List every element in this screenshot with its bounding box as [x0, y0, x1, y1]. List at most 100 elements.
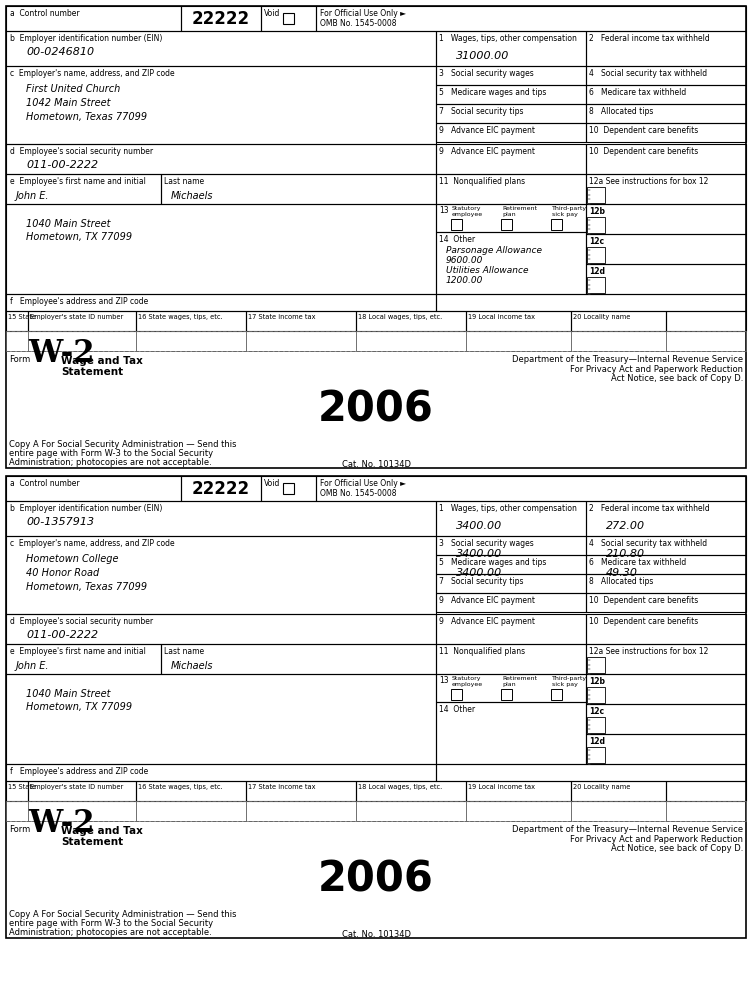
Text: 00-1357913: 00-1357913 [26, 517, 94, 527]
Text: Void: Void [264, 479, 280, 488]
Text: Act Notice, see back of Copy D.: Act Notice, see back of Copy D. [611, 374, 743, 383]
Bar [587, 687, 605, 703]
Bar [466, 311, 571, 331]
Bar [136, 311, 246, 331]
Bar [666, 311, 746, 331]
Text: 11  Nonqualified plans: 11 Nonqualified plans [439, 647, 525, 656]
Bar [28, 331, 136, 351]
Text: f   Employee's address and ZIP code: f Employee's address and ZIP code [10, 767, 148, 776]
Text: 3   Social security wages: 3 Social security wages [439, 539, 534, 548]
Text: Department of the Treasury—Internal Revenue Service: Department of the Treasury—Internal Reve… [512, 355, 743, 364]
Bar [6, 294, 436, 311]
Bar [316, 476, 746, 501]
Bar [6, 311, 28, 331]
Text: 272.00: 272.00 [606, 521, 645, 531]
Text: Cat. No. 10134D: Cat. No. 10134D [341, 460, 411, 469]
Text: 9   Advance EIC payment: 9 Advance EIC payment [439, 147, 535, 156]
Text: Form: Form [9, 825, 30, 834]
Bar [586, 123, 746, 142]
Text: 9   Advance EIC payment: 9 Advance EIC payment [439, 596, 535, 605]
Bar [436, 144, 586, 174]
Bar [356, 801, 466, 821]
Text: Copy A For Social Security Administration — Send this: Copy A For Social Security Administratio… [9, 440, 236, 449]
Bar [586, 614, 746, 644]
Bar [586, 536, 746, 555]
Text: a  Control number: a Control number [10, 479, 80, 488]
Text: 18 Local wages, tips, etc.: 18 Local wages, tips, etc. [358, 784, 442, 790]
Text: Statement: Statement [61, 837, 123, 847]
Bar [436, 85, 586, 104]
Text: For Official Use Only ►: For Official Use Only ► [320, 479, 406, 488]
Bar [436, 574, 586, 593]
Text: 16 State wages, tips, etc.: 16 State wages, tips, etc. [138, 314, 223, 320]
Bar [181, 476, 261, 501]
Bar [436, 674, 586, 702]
Bar [571, 331, 666, 351]
Bar [436, 104, 586, 123]
Text: 2   Federal income tax withheld: 2 Federal income tax withheld [589, 504, 710, 513]
Text: First United Church: First United Church [26, 84, 120, 94]
Text: 6   Medicare tax withheld: 6 Medicare tax withheld [589, 558, 687, 567]
Text: John E.: John E. [16, 191, 50, 201]
Text: 12c: 12c [589, 707, 604, 716]
Bar [161, 174, 436, 204]
Bar [587, 217, 605, 233]
Bar [6, 644, 161, 674]
Bar [466, 331, 571, 351]
Text: OMB No. 1545-0008: OMB No. 1545-0008 [320, 489, 396, 498]
Text: 17 State income tax: 17 State income tax [248, 314, 316, 320]
Bar [501, 219, 512, 230]
Text: 2   Federal income tax withheld: 2 Federal income tax withheld [589, 34, 710, 43]
Bar [436, 764, 746, 781]
Text: 1   Wages, tips, other compensation: 1 Wages, tips, other compensation [439, 504, 577, 513]
Bar [356, 331, 466, 351]
Text: John E.: John E. [16, 661, 50, 671]
Bar [6, 614, 436, 644]
Text: Last name: Last name [164, 647, 204, 656]
Text: 6   Medicare tax withheld: 6 Medicare tax withheld [589, 88, 687, 97]
Bar [586, 644, 746, 674]
Bar [28, 781, 136, 801]
Bar [6, 476, 746, 938]
Bar [261, 6, 316, 31]
Text: Hometown, Texas 77099: Hometown, Texas 77099 [26, 582, 147, 592]
Bar [666, 781, 746, 801]
Bar [6, 674, 436, 764]
Text: 11  Nonqualified plans: 11 Nonqualified plans [439, 177, 525, 186]
Bar [283, 483, 294, 494]
Text: 12b: 12b [589, 207, 605, 216]
Bar [587, 247, 605, 263]
Bar [466, 781, 571, 801]
Text: Retirement
plan: Retirement plan [502, 206, 537, 217]
Bar [666, 801, 746, 821]
Text: 13: 13 [439, 676, 449, 685]
Bar [666, 331, 746, 351]
Bar [571, 311, 666, 331]
Text: 4   Social security tax withheld: 4 Social security tax withheld [589, 69, 707, 78]
Text: Hometown College: Hometown College [26, 554, 119, 564]
Text: c  Employer's name, address, and ZIP code: c Employer's name, address, and ZIP code [10, 69, 174, 78]
Bar [586, 593, 746, 612]
Text: 40 Honor Road: 40 Honor Road [26, 568, 99, 578]
Text: o
o
o
o: o o o o [588, 748, 590, 765]
Bar [6, 501, 436, 536]
Text: 31000.00: 31000.00 [456, 51, 509, 61]
Bar [587, 657, 605, 673]
Text: 8   Allocated tips: 8 Allocated tips [589, 577, 653, 586]
Text: a  Control number: a Control number [10, 9, 80, 18]
Bar [586, 574, 746, 593]
Text: Statutory
employee: Statutory employee [452, 676, 483, 687]
Text: 9   Advance EIC payment: 9 Advance EIC payment [439, 617, 535, 626]
Bar [586, 264, 746, 294]
Bar [587, 717, 605, 733]
Text: W-2: W-2 [28, 338, 95, 369]
Bar [586, 734, 746, 764]
Text: Third-party
sick pay: Third-party sick pay [552, 206, 587, 217]
Bar [6, 536, 436, 614]
Bar [28, 801, 136, 821]
Bar [246, 781, 356, 801]
Text: 10  Dependent care benefits: 10 Dependent care benefits [589, 147, 699, 156]
Text: W-2: W-2 [28, 808, 95, 839]
Text: Act Notice, see back of Copy D.: Act Notice, see back of Copy D. [611, 844, 743, 853]
Bar [586, 174, 746, 204]
